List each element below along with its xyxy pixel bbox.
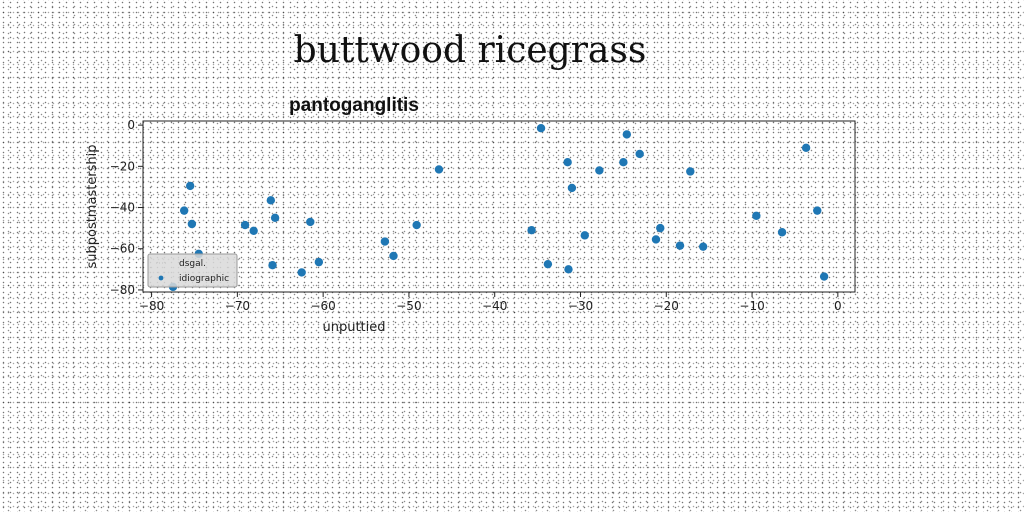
data-point [819, 272, 829, 281]
x-tick-label: −50 [396, 299, 421, 313]
y-tick-label: −40 [110, 201, 135, 215]
data-point [527, 225, 536, 235]
data-point [306, 217, 315, 227]
data-points [168, 124, 829, 292]
data-point [675, 241, 685, 250]
x-tick-label: −10 [739, 299, 764, 313]
data-point [185, 181, 195, 191]
data-point [635, 149, 644, 159]
plot-area [142, 120, 856, 293]
data-point [240, 220, 250, 230]
chart-title: pantoganglitis [289, 95, 419, 116]
data-point [412, 220, 421, 230]
data-point [268, 261, 277, 270]
data-point [777, 228, 787, 237]
legend-entry: dsgal. [179, 259, 206, 269]
y-tick-label: −20 [110, 159, 135, 173]
data-point [698, 242, 708, 251]
data-point [266, 196, 276, 205]
data-point [580, 231, 589, 240]
x-tick-label: −20 [654, 299, 679, 313]
x-axis-label: unputtied [322, 320, 385, 335]
data-point [567, 183, 577, 193]
data-point [813, 206, 822, 215]
data-point [619, 158, 628, 167]
data-point [622, 130, 632, 139]
legend-entry: idiographic [179, 274, 229, 284]
x-tick-label: −30 [568, 299, 593, 313]
legend-marker [158, 275, 164, 281]
y-tick-label: −60 [110, 242, 135, 256]
data-point [595, 166, 604, 175]
y-tick-label: 0 [127, 118, 135, 132]
legend-box [147, 253, 238, 288]
data-point [543, 259, 553, 269]
data-point [380, 237, 390, 246]
data-point [536, 124, 546, 133]
data-point [187, 219, 197, 229]
x-tick-label: −70 [225, 299, 250, 313]
data-point [249, 226, 258, 236]
data-point [314, 257, 324, 267]
x-tick-label: −60 [310, 299, 335, 313]
legend: dsgal. idiographic [147, 253, 238, 288]
page-title: buttwood ricegrass [293, 30, 647, 71]
x-tick-label: 0 [834, 299, 842, 313]
data-point [656, 223, 665, 233]
x-axis: −80 −70 −60 −50 −40 −30 −20 −10 0 [139, 292, 842, 313]
data-point [270, 213, 280, 223]
y-axis: 0 −20 −40 −60 −80 [110, 118, 143, 297]
x-tick-label: −80 [139, 299, 164, 313]
x-tick-label: −40 [482, 299, 507, 313]
data-point [801, 143, 811, 152]
data-point [297, 268, 306, 277]
data-point [686, 167, 695, 176]
data-point [651, 235, 661, 244]
data-point [563, 158, 572, 167]
data-point [434, 165, 444, 174]
data-point [179, 206, 189, 215]
data-point [564, 265, 573, 274]
data-point [752, 211, 761, 220]
y-tick-label: −80 [110, 283, 135, 297]
y-axis-label: subpostmastership [85, 144, 100, 268]
data-point [389, 251, 398, 261]
